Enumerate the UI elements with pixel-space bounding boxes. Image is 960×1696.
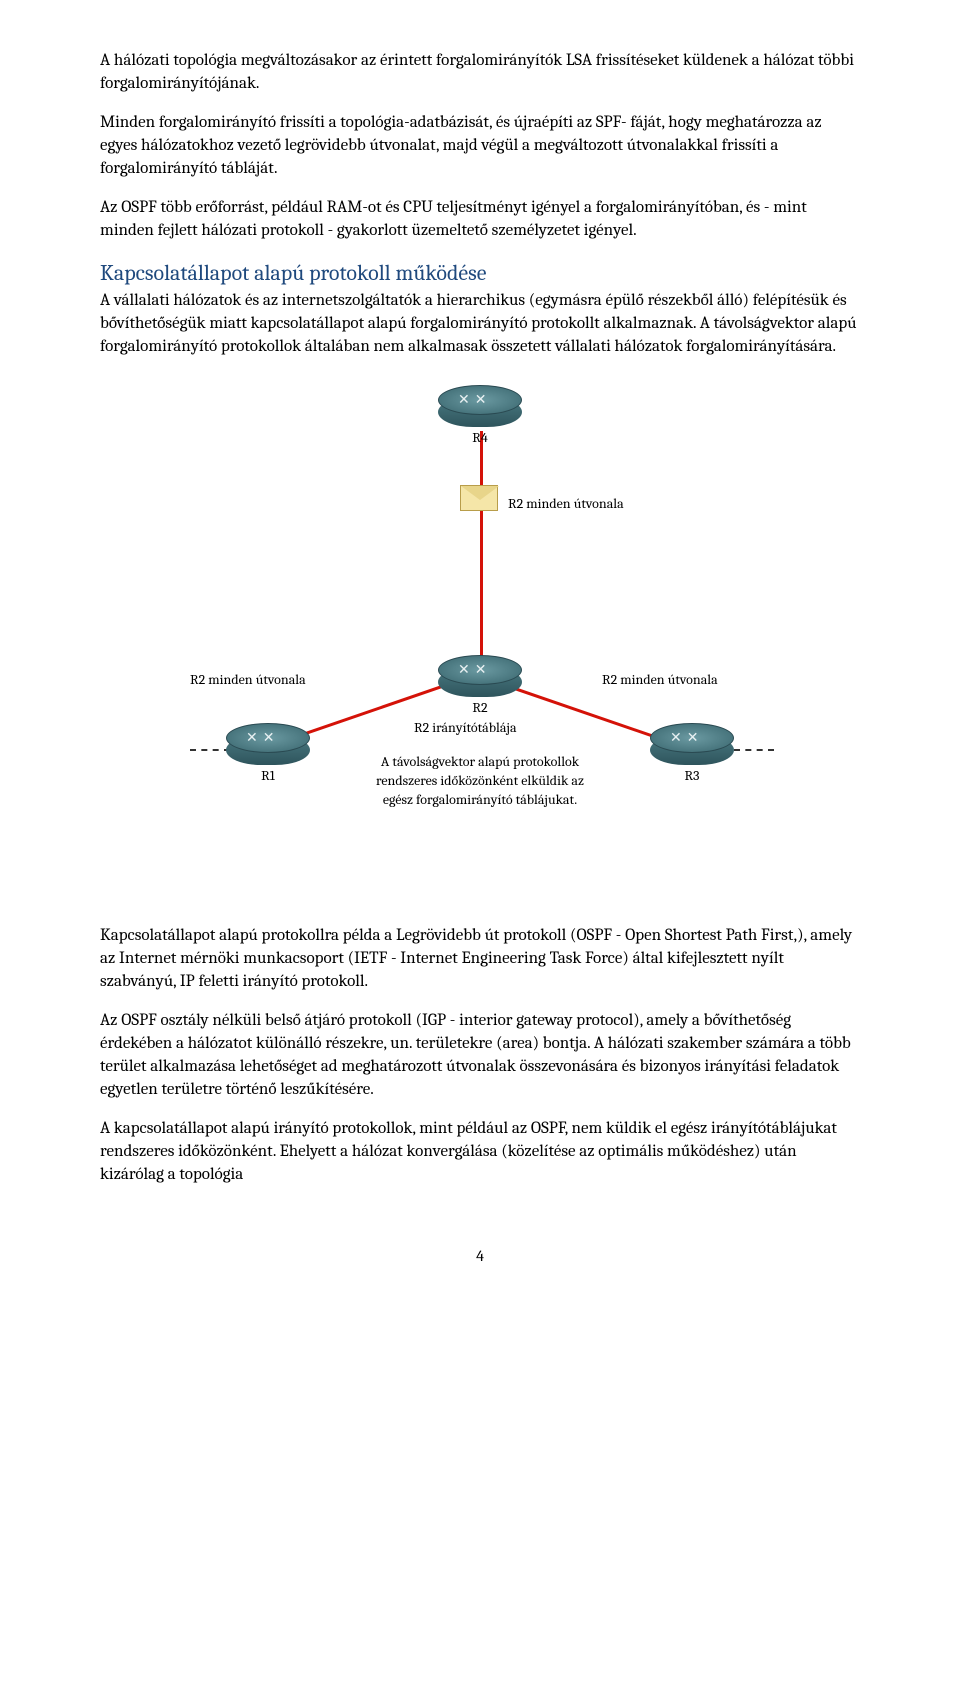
paragraph: A hálózati topológia megváltozásakor az … <box>100 50 860 96</box>
annotation: R2 minden útvonala <box>190 671 306 690</box>
router-r2: ✕ ✕ R2 <box>438 655 522 701</box>
router-r1: ✕ ✕ R1 <box>226 723 310 769</box>
envelope-icon <box>460 485 498 511</box>
section-heading: Kapcsolatállapot alapú protokoll működés… <box>100 259 860 289</box>
annotation: R2 minden útvonala <box>602 671 718 690</box>
router-r4: ✕ ✕ R4 <box>438 385 522 431</box>
dash-left <box>190 749 230 751</box>
router-label: R3 <box>650 767 734 786</box>
router-label: R2 <box>438 699 522 718</box>
router-label: R4 <box>438 429 522 448</box>
paragraph: Minden forgalomirányító frissíti a topol… <box>100 112 860 181</box>
link-r2-r4 <box>480 431 483 667</box>
paragraph: Az OSPF több erőforrást, például RAM-ot … <box>100 197 860 243</box>
dash-right <box>734 749 774 751</box>
annotation: A távolságvektor alapú protokollok rends… <box>370 753 590 810</box>
paragraph: Az OSPF osztály nélküli belső átjáró pro… <box>100 1010 860 1102</box>
router-r3: ✕ ✕ R3 <box>650 723 734 769</box>
paragraph: Kapcsolatállapot alapú protokollra példa… <box>100 925 860 994</box>
network-diagram: ✕ ✕ R4 ✕ ✕ R2 ✕ ✕ R1 ✕ ✕ R3 R2 minden út… <box>100 375 860 895</box>
paragraph: A kapcsolatállapot alapú irányító protok… <box>100 1118 860 1187</box>
router-label: R1 <box>226 767 310 786</box>
annotation: R2 irányítótáblája <box>414 719 517 738</box>
page-number: 4 <box>100 1246 860 1268</box>
annotation: R2 minden útvonala <box>508 495 624 514</box>
paragraph: A vállalati hálózatok és az internetszol… <box>100 290 860 359</box>
